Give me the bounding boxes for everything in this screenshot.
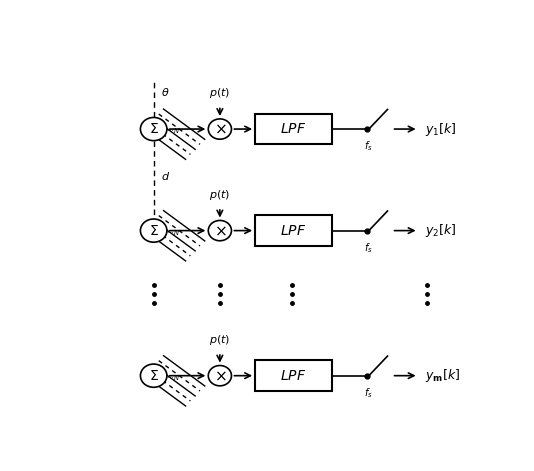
Text: $f_s$: $f_s$ — [365, 241, 373, 254]
Text: $\Sigma$: $\Sigma$ — [149, 369, 159, 382]
Text: $p(t)$: $p(t)$ — [209, 187, 231, 202]
Text: $\times$: $\times$ — [214, 368, 226, 383]
Text: $\Sigma$: $\Sigma$ — [149, 224, 159, 237]
Text: $s_{1\cdots N}$: $s_{1\cdots N}$ — [157, 226, 180, 238]
Text: $\it{LPF}$: $\it{LPF}$ — [280, 122, 307, 136]
Text: $\it{LPF}$: $\it{LPF}$ — [280, 369, 307, 382]
Circle shape — [140, 219, 167, 242]
Text: $\Sigma$: $\Sigma$ — [149, 122, 159, 136]
Circle shape — [208, 365, 231, 386]
Text: $y_1[k]$: $y_1[k]$ — [425, 121, 456, 138]
Text: $\times$: $\times$ — [214, 122, 226, 137]
Text: $y_2[k]$: $y_2[k]$ — [425, 222, 456, 239]
Text: $s_{1\cdots N}$: $s_{1\cdots N}$ — [157, 371, 180, 383]
Text: $p(t)$: $p(t)$ — [209, 333, 231, 347]
Text: $p(t)$: $p(t)$ — [209, 86, 231, 100]
Text: $\times$: $\times$ — [214, 223, 226, 238]
Circle shape — [140, 117, 167, 141]
Text: $f_s$: $f_s$ — [365, 386, 373, 399]
Bar — [255, 215, 332, 246]
Bar — [255, 360, 332, 391]
Text: $d$: $d$ — [161, 170, 170, 182]
Circle shape — [208, 119, 231, 139]
Circle shape — [208, 220, 231, 241]
Bar — [255, 114, 332, 145]
Text: $y_{\mathbf{m}}[k]$: $y_{\mathbf{m}}[k]$ — [425, 367, 460, 384]
Text: $s_{1\cdots N}$: $s_{1\cdots N}$ — [157, 124, 180, 136]
Circle shape — [140, 364, 167, 387]
Text: $f_s$: $f_s$ — [365, 139, 373, 153]
Text: $\it{LPF}$: $\it{LPF}$ — [280, 224, 307, 237]
Text: $\theta$: $\theta$ — [161, 86, 170, 97]
